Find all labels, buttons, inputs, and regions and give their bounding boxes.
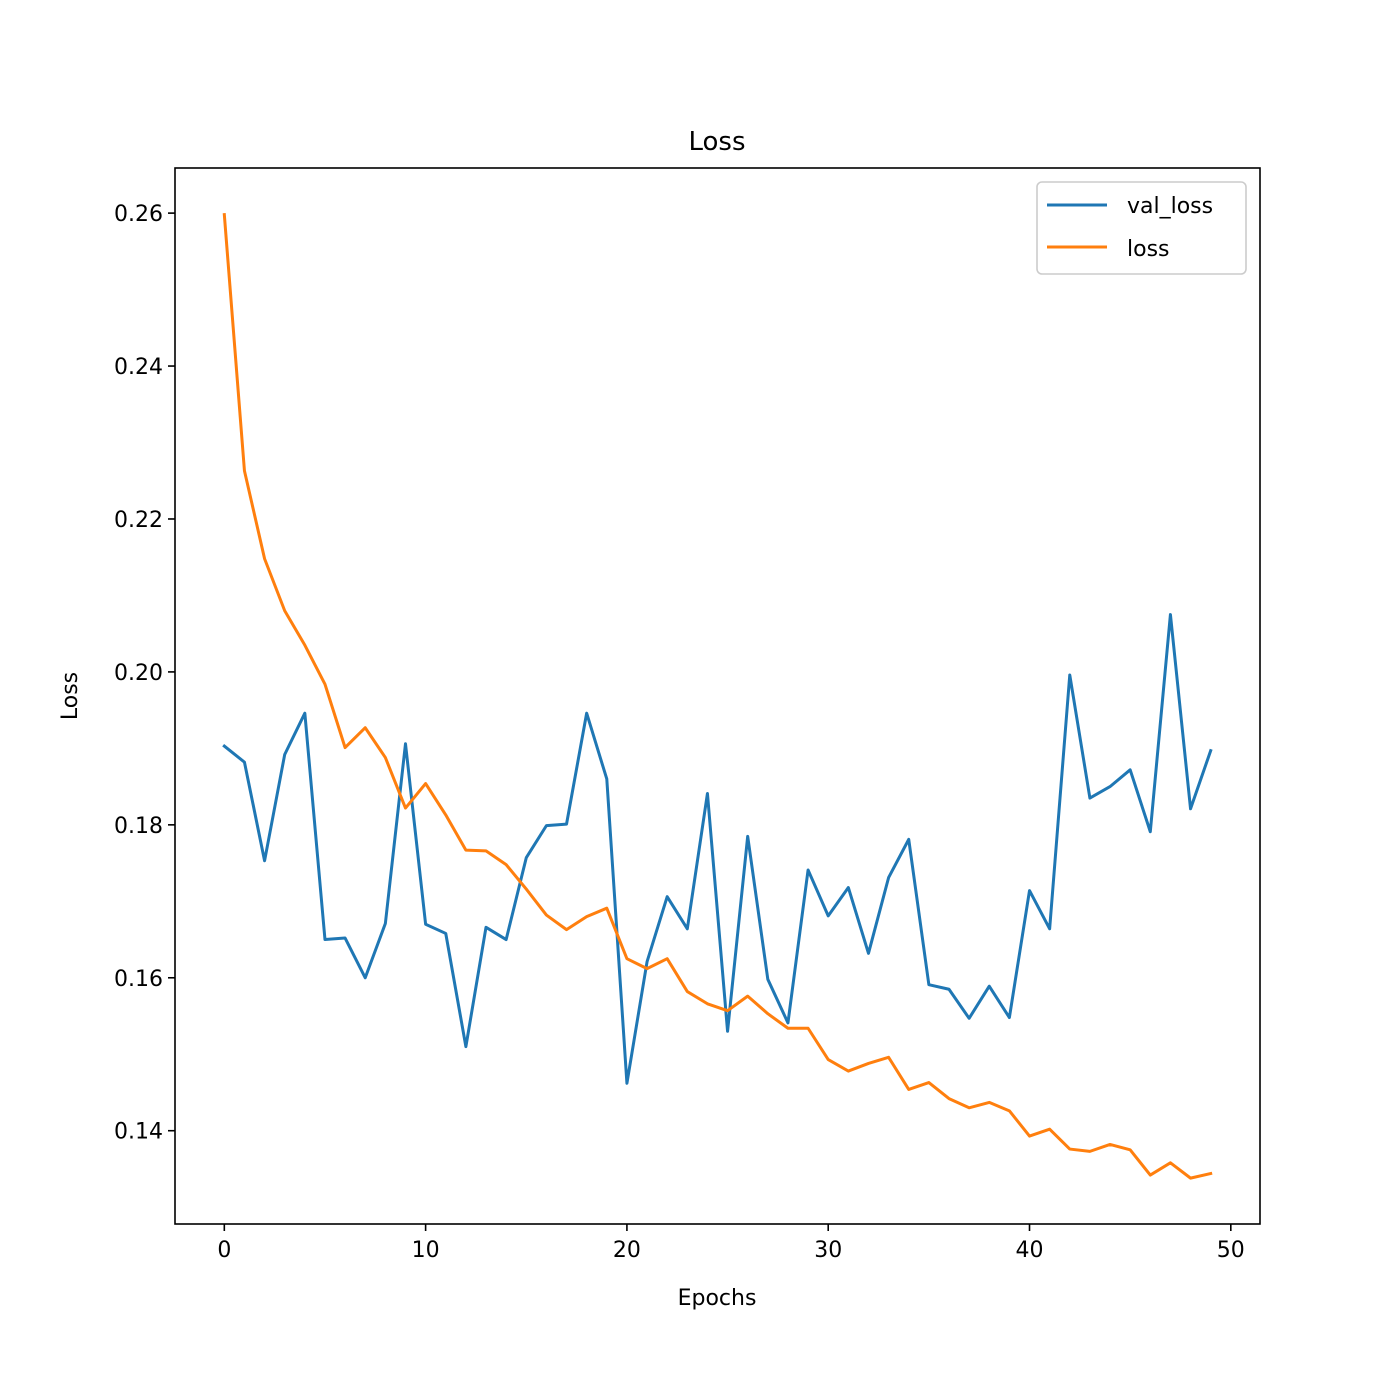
y-tick-label: 0.26 [114,202,163,227]
y-tick-label: 0.18 [114,814,163,839]
x-tick-label: 40 [1016,1238,1044,1263]
legend-label-loss: loss [1127,237,1170,262]
y-tick-label: 0.16 [114,967,163,992]
x-tick-label: 10 [412,1238,440,1263]
x-tick-label: 50 [1217,1238,1245,1263]
y-tick-label: 0.24 [114,355,163,380]
series-line-loss [222,213,1213,1180]
legend: val_loss loss [1036,181,1247,275]
y-tick-label: 0.20 [114,661,163,686]
y-tick-label: 0.14 [114,1120,163,1145]
x-tick-label: 30 [814,1238,842,1263]
y-axis-title: Loss [58,672,83,720]
x-axis-title: Epochs [678,1286,757,1311]
chart-title: Loss [688,127,745,157]
series-line-val-loss [222,613,1213,1085]
x-axis: 0 10 20 30 40 50 [217,1224,1245,1263]
series-layer [222,213,1213,1180]
y-tick-label: 0.22 [114,508,163,533]
x-tick-label: 20 [613,1238,641,1263]
x-tick-label: 0 [217,1238,231,1263]
plot-frame [174,167,1261,1225]
y-axis: 0.14 0.16 0.18 0.20 0.22 0.24 0.26 [114,202,175,1145]
legend-label-val-loss: val_loss [1127,194,1213,219]
